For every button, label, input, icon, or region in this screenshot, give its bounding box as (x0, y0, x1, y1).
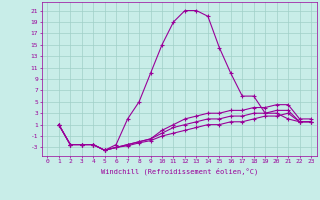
X-axis label: Windchill (Refroidissement éolien,°C): Windchill (Refroidissement éolien,°C) (100, 167, 258, 175)
